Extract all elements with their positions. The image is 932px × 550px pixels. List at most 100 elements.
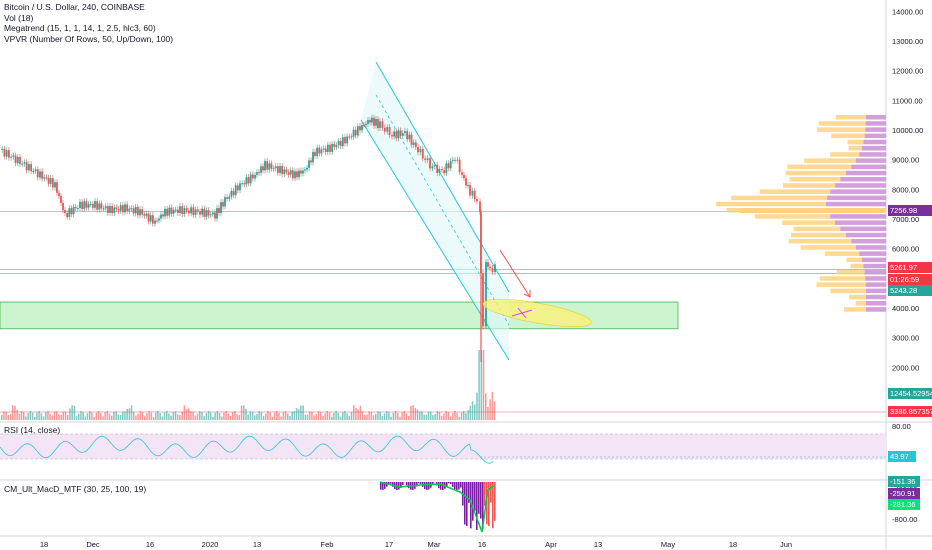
- rsi-legend[interactable]: RSI (14, close): [4, 425, 61, 435]
- vpvr-bar-up: [855, 301, 866, 306]
- volume-bar: [16, 409, 18, 420]
- volume-bar: [133, 411, 135, 420]
- macd-legend[interactable]: CM_Ult_MacD_MTF (30, 25, 100, 19): [4, 484, 147, 494]
- candle-body: [251, 174, 254, 179]
- vpvr-bar-down: [827, 195, 886, 201]
- volume-bar: [249, 411, 252, 420]
- candle-body: [102, 208, 105, 210]
- candle-body: [70, 208, 73, 215]
- macd-hist-bar: [454, 482, 456, 490]
- time-tick: 13: [594, 540, 602, 549]
- volume-bar: [137, 413, 139, 420]
- volume-bar: [328, 412, 331, 420]
- candle-body: [449, 161, 452, 169]
- volume-bar: [463, 411, 465, 420]
- volume-bar: [278, 412, 280, 420]
- volume-bar: [326, 411, 329, 420]
- macd-hist-bar: [438, 482, 440, 489]
- price-badge: [888, 274, 932, 285]
- candle-body: [100, 203, 103, 209]
- volume-bar: [194, 415, 197, 420]
- candle-body: [205, 210, 208, 217]
- candle-body: [136, 206, 139, 216]
- price-tick: 11000.00: [892, 96, 923, 105]
- candle-body: [424, 158, 427, 161]
- volume-bar: [36, 412, 38, 420]
- volume-bar: [117, 414, 120, 420]
- volume-bar: [377, 411, 379, 420]
- vpvr-bar-down: [834, 220, 886, 225]
- candle-body: [74, 207, 77, 209]
- candle-body: [45, 177, 48, 179]
- candle-body: [469, 184, 471, 196]
- candle-body: [98, 203, 101, 210]
- candle-body: [25, 162, 28, 171]
- candle-body: [412, 142, 415, 145]
- rsi-badge-label: 43.97: [890, 452, 909, 461]
- time-tick: Apr: [545, 540, 557, 549]
- candle-body: [181, 206, 184, 215]
- volume-bar: [361, 411, 364, 420]
- price-tick: 2000.00: [892, 363, 919, 372]
- candle-body: [438, 169, 441, 174]
- vpvr-bar-up: [819, 276, 866, 281]
- volume-bar: [355, 408, 357, 420]
- candle-body: [408, 134, 411, 140]
- vpvr-bar-up: [816, 127, 866, 132]
- macd-hist-bar: [392, 482, 394, 487]
- volume-indicator-label[interactable]: Vol (18): [4, 12, 34, 23]
- time-tick: 16: [146, 540, 154, 549]
- volume-bar: [306, 414, 309, 420]
- volume-bar: [379, 411, 381, 420]
- volume-bar: [370, 411, 373, 420]
- volume-bar: [405, 413, 408, 420]
- volume-bar: [111, 415, 113, 420]
- symbol-title[interactable]: Bitcoin / U.S. Dollar, 240, COINBASE: [4, 2, 145, 12]
- volume-bar: [348, 415, 351, 420]
- candle-body: [491, 268, 494, 272]
- rsi-tick: 80.00: [892, 422, 911, 431]
- volume-bar: [284, 411, 287, 420]
- volume-bar: [304, 414, 307, 420]
- macd-hist-bar: [478, 482, 480, 514]
- volume-bar: [91, 412, 93, 420]
- candle-body: [247, 177, 250, 184]
- candle-body: [329, 144, 331, 152]
- volume-bar: [430, 411, 432, 420]
- volume-bar: [172, 411, 175, 420]
- vpvr-indicator-label[interactable]: VPVR (Number Of Rows, 50, Up/Down, 100): [4, 33, 174, 44]
- volume-bar: [313, 415, 315, 420]
- megatrend-indicator-label[interactable]: Megatrend (15, 1, 1, 14, 1, 2.5, hlc3, 6…: [4, 23, 156, 33]
- volume-bar: [47, 411, 49, 420]
- candle-body: [16, 156, 19, 164]
- candle-body: [367, 119, 369, 124]
- volume-bar: [210, 412, 212, 420]
- candle-body: [308, 160, 310, 168]
- candle-body: [352, 129, 355, 137]
- volume-bar: [23, 412, 25, 420]
- candle-body: [232, 190, 235, 196]
- volume-bar: [102, 416, 104, 420]
- candle-body: [174, 209, 177, 211]
- candle-body: [363, 125, 365, 127]
- vpvr-bar-up: [804, 158, 856, 163]
- volume-bar: [267, 411, 269, 420]
- candle-body: [85, 201, 88, 208]
- candle-body: [404, 131, 406, 134]
- candle-body: [441, 169, 443, 171]
- vpvr-bar-down: [865, 115, 886, 120]
- candle-body: [168, 207, 171, 216]
- price-tick: 3000.00: [892, 334, 919, 343]
- candle-body: [333, 143, 336, 148]
- volume-bar: [476, 392, 478, 420]
- volume-bar: [353, 405, 355, 420]
- volume-bar: [14, 405, 16, 420]
- macd-hist-bar: [474, 482, 476, 512]
- volume-bar: [258, 411, 260, 420]
- candle-body: [156, 220, 158, 222]
- candle-body: [124, 204, 126, 213]
- vpvr-bar-up: [754, 214, 831, 219]
- vpvr-bar-up: [830, 288, 866, 294]
- volume-bar: [155, 412, 157, 420]
